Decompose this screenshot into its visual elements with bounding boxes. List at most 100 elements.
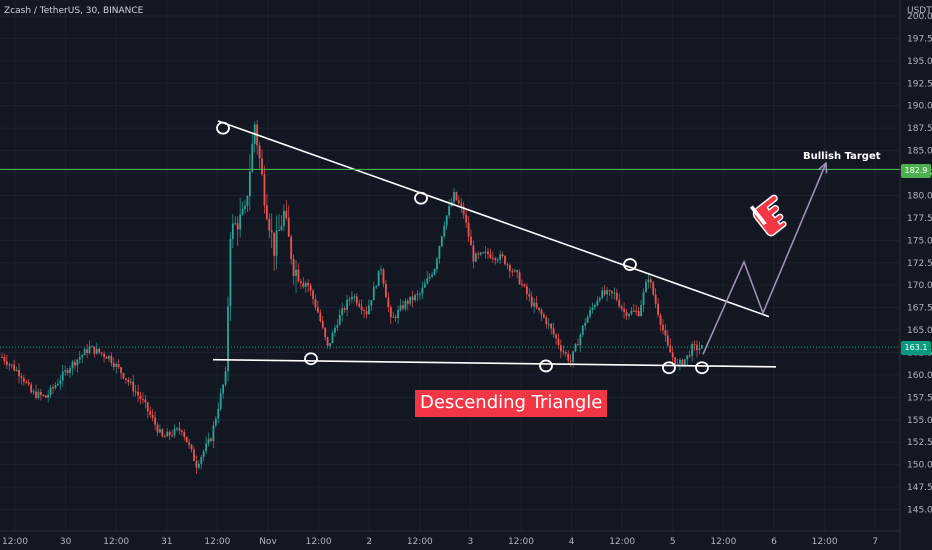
candle-body — [662, 324, 664, 331]
candle-body — [91, 346, 93, 348]
time-tick-label: 12:00 — [812, 537, 838, 547]
candle-body — [171, 435, 173, 437]
time-tick-label: 2 — [366, 537, 372, 547]
support-line — [212, 358, 777, 368]
candle-body — [47, 394, 50, 398]
candle-body — [156, 424, 159, 433]
candle-body — [421, 287, 424, 294]
time-tick-label: 6 — [771, 537, 777, 547]
candle-body — [37, 391, 40, 398]
candle-body — [513, 270, 516, 272]
candle-body — [39, 391, 42, 396]
candle-body — [494, 258, 497, 261]
touch-circle — [414, 191, 428, 205]
candle-body — [457, 200, 460, 204]
candle-body — [42, 395, 45, 397]
candle-body — [484, 251, 487, 253]
time-tick-label: 5 — [670, 537, 676, 547]
candle-body — [200, 456, 203, 464]
time-tick-label: 12:00 — [204, 537, 230, 547]
touch-circle — [216, 121, 230, 135]
candle-body — [504, 256, 506, 265]
candle-body — [1, 356, 3, 358]
candle-body — [360, 306, 363, 311]
candle-body — [535, 302, 538, 308]
candle-body — [547, 323, 550, 325]
currency-label: USDT — [907, 6, 932, 16]
candle-body — [25, 381, 28, 383]
touch-circle — [623, 258, 637, 271]
candle-body — [210, 438, 212, 442]
candle-body — [506, 264, 509, 266]
candle-body — [540, 310, 543, 315]
candle-body — [414, 295, 416, 301]
price-tick-label: 157.5 — [907, 393, 932, 403]
candle-body — [596, 300, 599, 306]
price-tick-label: 192.5 — [907, 79, 932, 89]
candle-body — [110, 355, 113, 364]
candle-body — [346, 299, 348, 310]
candle-body — [304, 282, 307, 287]
time-tick-label: 12:00 — [609, 537, 635, 547]
candle-body — [292, 258, 295, 276]
candle-body — [669, 345, 672, 353]
candle-body — [560, 345, 562, 352]
candle-body — [637, 311, 640, 316]
price-tick-label: 172.5 — [907, 259, 932, 269]
candle-body — [202, 451, 205, 457]
candle-body — [207, 438, 210, 444]
candle-body — [59, 380, 62, 384]
candle-body — [375, 286, 378, 288]
candle-body — [511, 271, 514, 273]
candle-body — [387, 297, 390, 308]
candle-body — [428, 276, 431, 279]
price-axis[interactable]: 200.0197.5195.0192.5190.0187.5185.0182.5… — [907, 12, 932, 516]
time-tick-label: 30 — [60, 537, 72, 547]
candle-body — [615, 292, 618, 300]
candle-body — [188, 442, 191, 445]
candle-body — [35, 391, 37, 398]
candle-body — [579, 334, 582, 346]
candle-body — [659, 315, 662, 325]
touch-markers — [216, 121, 709, 375]
candle-body — [290, 236, 293, 259]
candle-body — [74, 361, 76, 366]
candle-body — [258, 145, 261, 159]
bullish-target-label: Bullish Target — [803, 151, 881, 162]
candle-body — [533, 302, 536, 307]
candle-body — [467, 222, 470, 237]
projection-arrowhead — [817, 161, 828, 174]
candle-body — [168, 431, 171, 436]
candle-body — [219, 393, 222, 410]
time-axis[interactable]: 12:00 30 12:00 31 12:00 Nov 12:00 2 12:00 3 12:00 4… — [2, 537, 878, 547]
time-tick-label: 12:00 — [2, 537, 28, 547]
price-tick-label: 177.5 — [907, 214, 932, 224]
candle-body — [681, 359, 684, 365]
candle-body — [331, 332, 334, 344]
touch-circle — [662, 361, 676, 375]
candle-body — [608, 290, 611, 292]
candle-body — [419, 293, 421, 295]
candle-body — [227, 306, 229, 372]
candle-body — [567, 353, 570, 361]
candle-body — [550, 323, 553, 329]
touch-circle — [304, 352, 318, 366]
candle-body — [338, 314, 341, 325]
time-tick-label: Nov — [259, 537, 277, 547]
candle-body — [402, 305, 404, 309]
candle-body — [686, 355, 689, 360]
price-tick-label: 197.5 — [907, 34, 932, 44]
candle-body — [455, 192, 458, 201]
candle-body — [159, 429, 161, 433]
candle-body — [445, 215, 448, 226]
candle-body — [336, 324, 339, 328]
trendlines — [0, 120, 932, 368]
candle-body — [363, 310, 365, 312]
price-tick-label: 200.0 — [907, 12, 932, 22]
candle-body — [611, 290, 613, 293]
price-tick-label: 175.0 — [907, 236, 932, 246]
candle-body — [273, 232, 276, 256]
candle-body — [380, 269, 382, 271]
candle-body — [282, 210, 285, 227]
